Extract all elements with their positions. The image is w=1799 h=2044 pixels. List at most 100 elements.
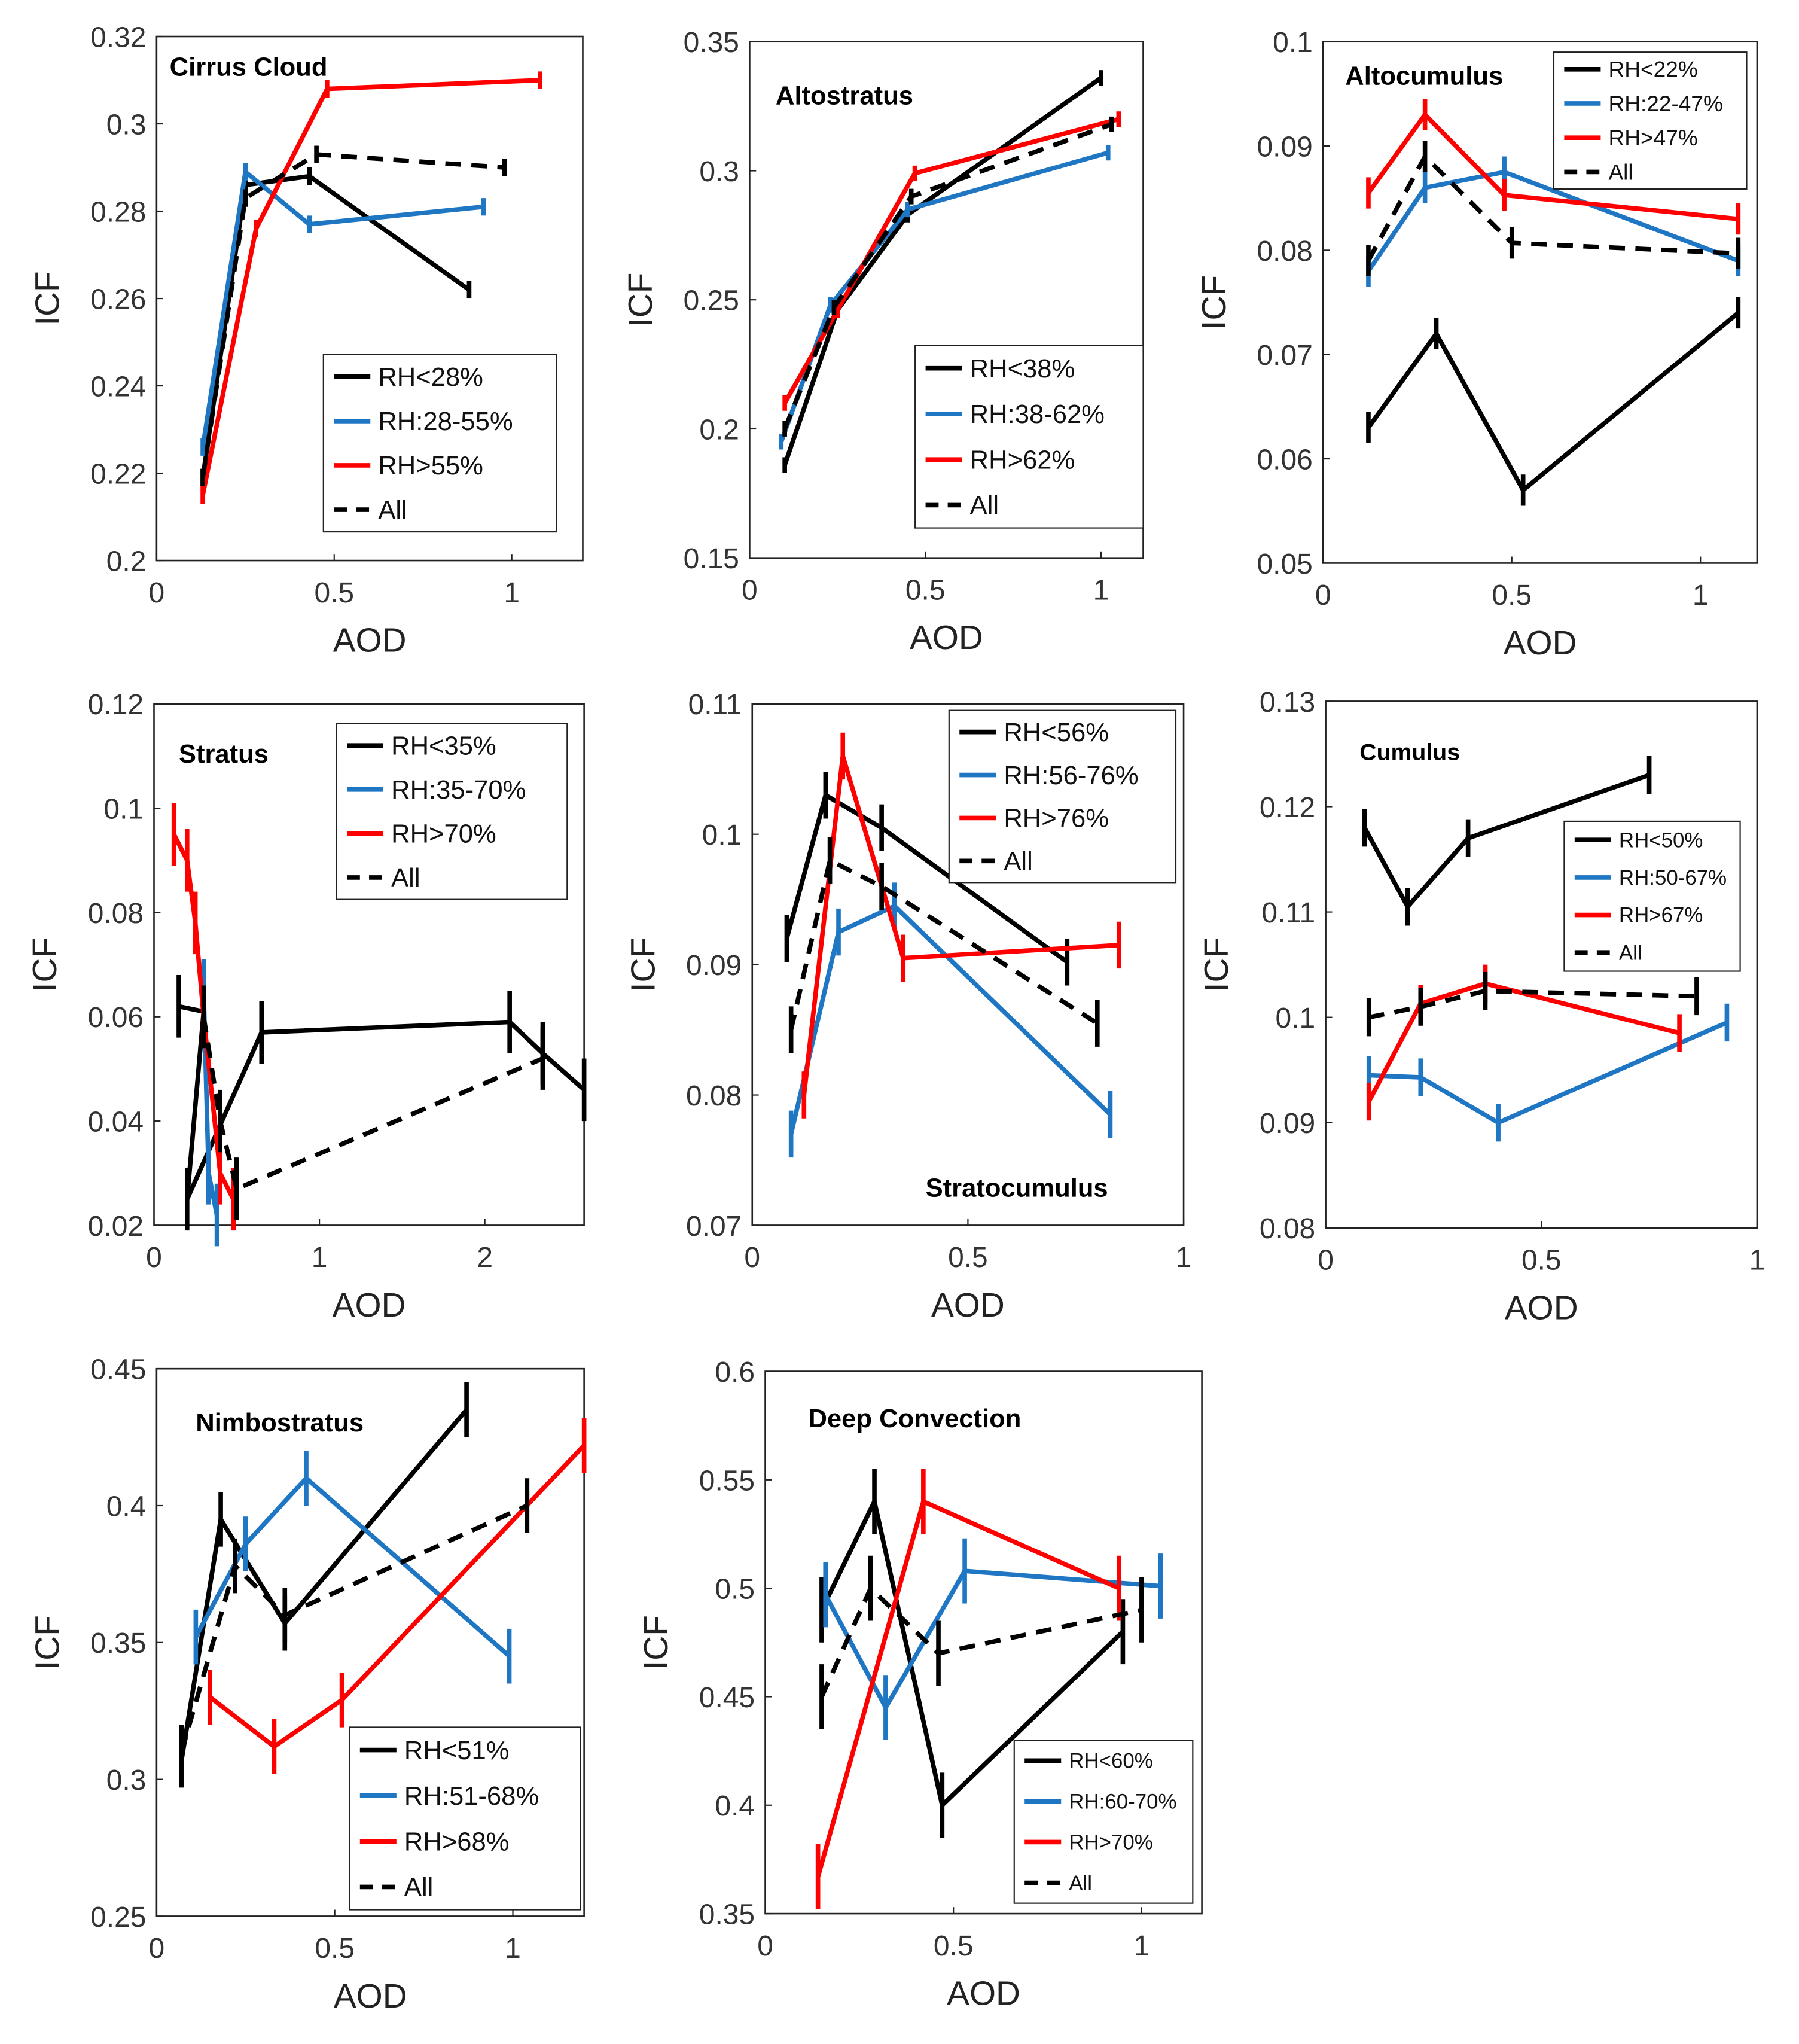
subplot-title: Stratocumulus xyxy=(926,1174,1108,1203)
y-tick-label: 0.02 xyxy=(88,1211,144,1242)
y-tick-label: 0.35 xyxy=(684,27,739,59)
y-axis-label: ICF xyxy=(638,1615,675,1670)
legend-box xyxy=(948,709,1177,884)
plot-lines xyxy=(179,1382,587,1788)
legend-label: All xyxy=(970,492,999,520)
y-tick-label: 0.1 xyxy=(702,820,742,851)
y-tick-label: 0.09 xyxy=(1260,1108,1315,1140)
legend-label: RH:28-55% xyxy=(378,407,513,436)
x-tick-label: 0 xyxy=(1318,1245,1334,1277)
legend-label: All xyxy=(1619,941,1642,964)
legend-label: All xyxy=(391,864,420,892)
legend-label: RH>67% xyxy=(1619,904,1703,927)
y-tick-label: 0.13 xyxy=(1260,687,1315,718)
y-tick-label: 0.3 xyxy=(699,156,739,188)
legend: RH<56% RH:56-76% RH>76% All xyxy=(948,709,1177,884)
series-line-RH:56-76% xyxy=(788,903,1112,1135)
plot-lines xyxy=(1362,756,1730,1142)
y-tick-label: 0.55 xyxy=(699,1465,755,1497)
series-line-RH<60% xyxy=(819,1494,1125,1810)
y-axis-label: ICF xyxy=(622,273,660,327)
y-tick-label: 0.06 xyxy=(88,1002,144,1034)
series-line-RH>55% xyxy=(200,78,541,496)
legend-label: RH<51% xyxy=(404,1737,510,1765)
subplot-title: Altostratus xyxy=(776,81,913,110)
y-tick-label: 0.32 xyxy=(90,22,146,53)
x-axis-label: AOD xyxy=(1504,625,1577,662)
series-line-All xyxy=(1368,988,1697,1020)
y-tick-label: 0.35 xyxy=(90,1628,146,1659)
legend-label: All xyxy=(1608,159,1633,184)
subplot-title: Stratus xyxy=(179,740,269,769)
legend-label: RH>68% xyxy=(404,1827,510,1856)
subplot-altocumulus: 0.05 0.06 0.07 0.08 0.09 0.1 0 0.5 1 AOD ICF Altocu… xyxy=(1196,27,1758,662)
legend-label: All xyxy=(1069,1872,1092,1895)
series-line-RH>62% xyxy=(782,117,1120,404)
y-tick-label: 0.11 xyxy=(1261,897,1315,929)
plot-lines xyxy=(1366,99,1741,506)
series-line-RH<56% xyxy=(784,791,1069,964)
x-tick-label: 0 xyxy=(1315,580,1331,611)
y-axis-label: ICF xyxy=(624,937,662,992)
x-tick-label: 1 xyxy=(505,1933,521,1964)
series-line-RH:51-68% xyxy=(194,1475,511,1658)
y-tick-label: 0.2 xyxy=(699,414,739,446)
series-line-RH>67% xyxy=(1367,981,1681,1103)
y-tick-label: 0.09 xyxy=(686,950,742,982)
subplot-stratus: 0.02 0.04 0.06 0.08 0.1 0.12 0 1 2 AOD ICF Stratus R… xyxy=(26,689,587,1324)
y-tick-label: 0.24 xyxy=(90,371,146,403)
series-line-All xyxy=(819,1584,1142,1698)
series-line-RH<22% xyxy=(1366,311,1740,494)
y-tick-label: 0.3 xyxy=(106,109,147,141)
x-tick-label: 0.5 xyxy=(1521,1245,1562,1277)
y-tick-label: 0.22 xyxy=(90,458,146,490)
legend-label: All xyxy=(1004,848,1032,876)
plot-lines xyxy=(779,70,1121,473)
legend-box xyxy=(1563,820,1741,972)
legend-label: RH:56-76% xyxy=(1004,761,1138,790)
legend-label: RH:51-68% xyxy=(404,1782,539,1811)
x-tick-label: 2 xyxy=(477,1242,493,1274)
x-axis-label: AOD xyxy=(931,1287,1005,1324)
plot-lines xyxy=(815,1469,1163,1909)
legend-label: RH>47% xyxy=(1608,125,1697,150)
x-tick-label: 1 xyxy=(1134,1930,1150,1962)
plot-lines xyxy=(200,71,543,504)
y-tick-label: 0.07 xyxy=(686,1211,742,1242)
y-tick-label: 0.35 xyxy=(699,1899,755,1931)
series-line-RH:22-47% xyxy=(1366,169,1739,273)
subplot-altostratus: 0.15 0.2 0.25 0.3 0.35 0 0.5 1 AOD ICF Altostratus… xyxy=(622,27,1144,657)
x-tick-label: 0 xyxy=(146,1242,162,1274)
y-axis-label: ICF xyxy=(29,1615,66,1670)
x-tick-label: 0.5 xyxy=(315,1933,355,1964)
legend-label: RH:35-70% xyxy=(391,776,526,805)
x-tick-label: 1 xyxy=(1749,1245,1766,1277)
subplot-title: Cirrus Cloud xyxy=(170,53,328,81)
y-tick-label: 0.11 xyxy=(688,689,742,721)
y-tick-label: 0.08 xyxy=(88,898,144,930)
legend-label: All xyxy=(404,1874,433,1902)
x-tick-label: 1 xyxy=(1176,1242,1192,1274)
y-tick-label: 0.1 xyxy=(103,794,144,825)
x-tick-label: 1 xyxy=(312,1242,328,1274)
y-tick-label: 0.12 xyxy=(1260,792,1315,824)
y-axis-label: ICF xyxy=(26,937,64,992)
y-axis-label: ICF xyxy=(1196,275,1233,330)
legend-label: RH>70% xyxy=(391,820,496,849)
x-tick-label: 0 xyxy=(744,1242,760,1274)
y-tick-label: 0.08 xyxy=(1260,1213,1315,1245)
subplot-title: Cumulus xyxy=(1359,739,1460,765)
x-tick-label: 0 xyxy=(757,1930,773,1962)
legend-box xyxy=(1013,1740,1194,1904)
subplot-stratocumulus: 0.07 0.08 0.09 0.1 0.11 0 0.5 1 AOD ICF Stratocumu… xyxy=(624,689,1191,1324)
y-tick-label: 0.25 xyxy=(90,1902,146,1933)
subplot-title: Nimbostratus xyxy=(196,1409,364,1437)
y-tick-label: 0.4 xyxy=(106,1491,147,1522)
series-line-RH<51% xyxy=(179,1408,468,1761)
y-tick-label: 0.2 xyxy=(106,546,147,577)
x-tick-label: 0.5 xyxy=(905,574,946,606)
subplot-cirrus-cloud: 0.2 0.22 0.24 0.26 0.28 0.3 0.32 0 0.5 1 AOD ICF Cir… xyxy=(29,22,584,660)
series-line-All xyxy=(201,1016,544,1192)
legend-label: RH>55% xyxy=(378,452,483,480)
